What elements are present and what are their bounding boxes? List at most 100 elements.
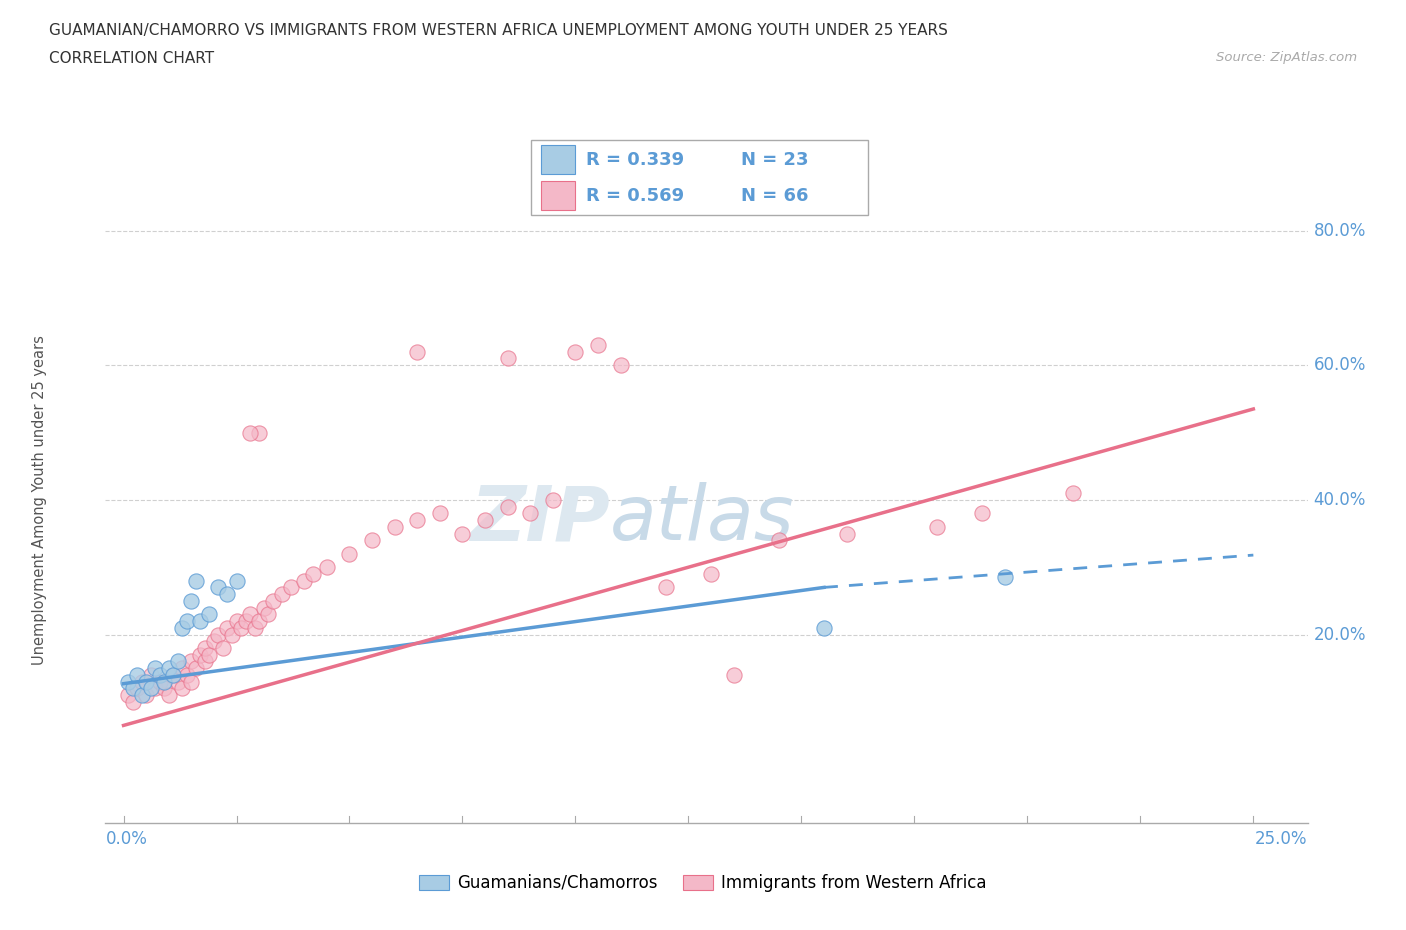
Point bbox=[176, 614, 198, 629]
Point bbox=[149, 668, 172, 683]
Point bbox=[157, 687, 180, 702]
Point bbox=[139, 668, 162, 683]
Text: 25.0%: 25.0% bbox=[1256, 830, 1308, 847]
Text: GUAMANIAN/CHAMORRO VS IMMIGRANTS FROM WESTERN AFRICA UNEMPLOYMENT AMONG YOUTH UN: GUAMANIAN/CHAMORRO VS IMMIGRANTS FROM WE… bbox=[49, 23, 948, 38]
Point bbox=[202, 634, 225, 649]
Point bbox=[496, 351, 519, 365]
Point bbox=[723, 668, 745, 683]
Point bbox=[180, 674, 202, 689]
Point bbox=[541, 493, 564, 508]
Point bbox=[429, 506, 451, 521]
Point bbox=[194, 641, 217, 656]
Text: R = 0.569: R = 0.569 bbox=[586, 187, 683, 205]
Text: Unemployment Among Youth under 25 years: Unemployment Among Youth under 25 years bbox=[32, 335, 46, 665]
Point bbox=[180, 593, 202, 608]
Point bbox=[131, 674, 153, 689]
Point bbox=[700, 566, 723, 581]
Point bbox=[406, 512, 429, 527]
Point bbox=[813, 620, 835, 635]
Text: 80.0%: 80.0% bbox=[1313, 221, 1367, 240]
Text: N = 66: N = 66 bbox=[741, 187, 808, 205]
Point bbox=[162, 668, 184, 683]
Point bbox=[406, 344, 429, 359]
Point bbox=[247, 425, 270, 440]
Text: ZIP: ZIP bbox=[471, 483, 610, 556]
Legend: Guamanians/Chamorros, Immigrants from Western Africa: Guamanians/Chamorros, Immigrants from We… bbox=[412, 867, 994, 898]
Text: atlas: atlas bbox=[610, 483, 794, 556]
Point bbox=[239, 425, 262, 440]
Point bbox=[198, 607, 221, 622]
Point bbox=[121, 681, 143, 696]
Point bbox=[239, 607, 262, 622]
Point bbox=[994, 570, 1017, 585]
Point bbox=[143, 681, 166, 696]
Point bbox=[586, 338, 609, 352]
Point bbox=[117, 674, 139, 689]
Point bbox=[176, 668, 198, 683]
Point bbox=[262, 593, 284, 608]
Point bbox=[270, 587, 292, 602]
Point bbox=[564, 344, 586, 359]
Point bbox=[143, 660, 166, 675]
Point bbox=[451, 526, 474, 541]
Point bbox=[253, 600, 276, 615]
Point bbox=[655, 580, 678, 595]
Text: 40.0%: 40.0% bbox=[1313, 491, 1367, 509]
Point bbox=[188, 614, 212, 629]
Point bbox=[217, 620, 239, 635]
Point bbox=[229, 620, 252, 635]
Point bbox=[188, 647, 212, 662]
Point bbox=[474, 512, 496, 527]
Point bbox=[212, 641, 235, 656]
Point bbox=[117, 687, 139, 702]
FancyBboxPatch shape bbox=[541, 145, 575, 174]
Point bbox=[172, 681, 194, 696]
Point bbox=[225, 573, 247, 588]
Point bbox=[172, 620, 194, 635]
Point bbox=[131, 687, 153, 702]
Point bbox=[225, 614, 247, 629]
Point bbox=[157, 660, 180, 675]
FancyBboxPatch shape bbox=[530, 140, 869, 215]
Point bbox=[339, 546, 361, 561]
FancyBboxPatch shape bbox=[541, 181, 575, 210]
Point bbox=[280, 580, 302, 595]
Point bbox=[243, 620, 266, 635]
Point bbox=[184, 573, 207, 588]
Text: 20.0%: 20.0% bbox=[1313, 626, 1367, 644]
Point bbox=[184, 660, 207, 675]
Point bbox=[609, 358, 631, 373]
Point bbox=[384, 519, 406, 534]
Point bbox=[835, 526, 858, 541]
Point bbox=[194, 654, 217, 669]
Text: R = 0.339: R = 0.339 bbox=[586, 151, 683, 168]
Point bbox=[139, 681, 162, 696]
Point bbox=[361, 533, 384, 548]
Point bbox=[315, 560, 337, 575]
Point bbox=[292, 573, 315, 588]
Point bbox=[172, 660, 194, 675]
Point bbox=[1062, 485, 1084, 500]
Point bbox=[768, 533, 790, 548]
Point bbox=[302, 566, 325, 581]
Point bbox=[149, 674, 172, 689]
Point bbox=[247, 614, 270, 629]
Point bbox=[135, 674, 157, 689]
Point bbox=[121, 695, 143, 710]
Point bbox=[166, 654, 188, 669]
Point bbox=[496, 499, 519, 514]
Point bbox=[519, 506, 541, 521]
Point bbox=[135, 687, 157, 702]
Text: 0.0%: 0.0% bbox=[105, 830, 148, 847]
Point bbox=[972, 506, 994, 521]
Point bbox=[166, 674, 188, 689]
Point bbox=[925, 519, 948, 534]
Point bbox=[153, 681, 176, 696]
Point bbox=[235, 614, 257, 629]
Text: CORRELATION CHART: CORRELATION CHART bbox=[49, 51, 214, 66]
Point bbox=[198, 647, 221, 662]
Point bbox=[217, 587, 239, 602]
Point bbox=[207, 580, 229, 595]
Text: 60.0%: 60.0% bbox=[1313, 356, 1367, 374]
Point bbox=[180, 654, 202, 669]
